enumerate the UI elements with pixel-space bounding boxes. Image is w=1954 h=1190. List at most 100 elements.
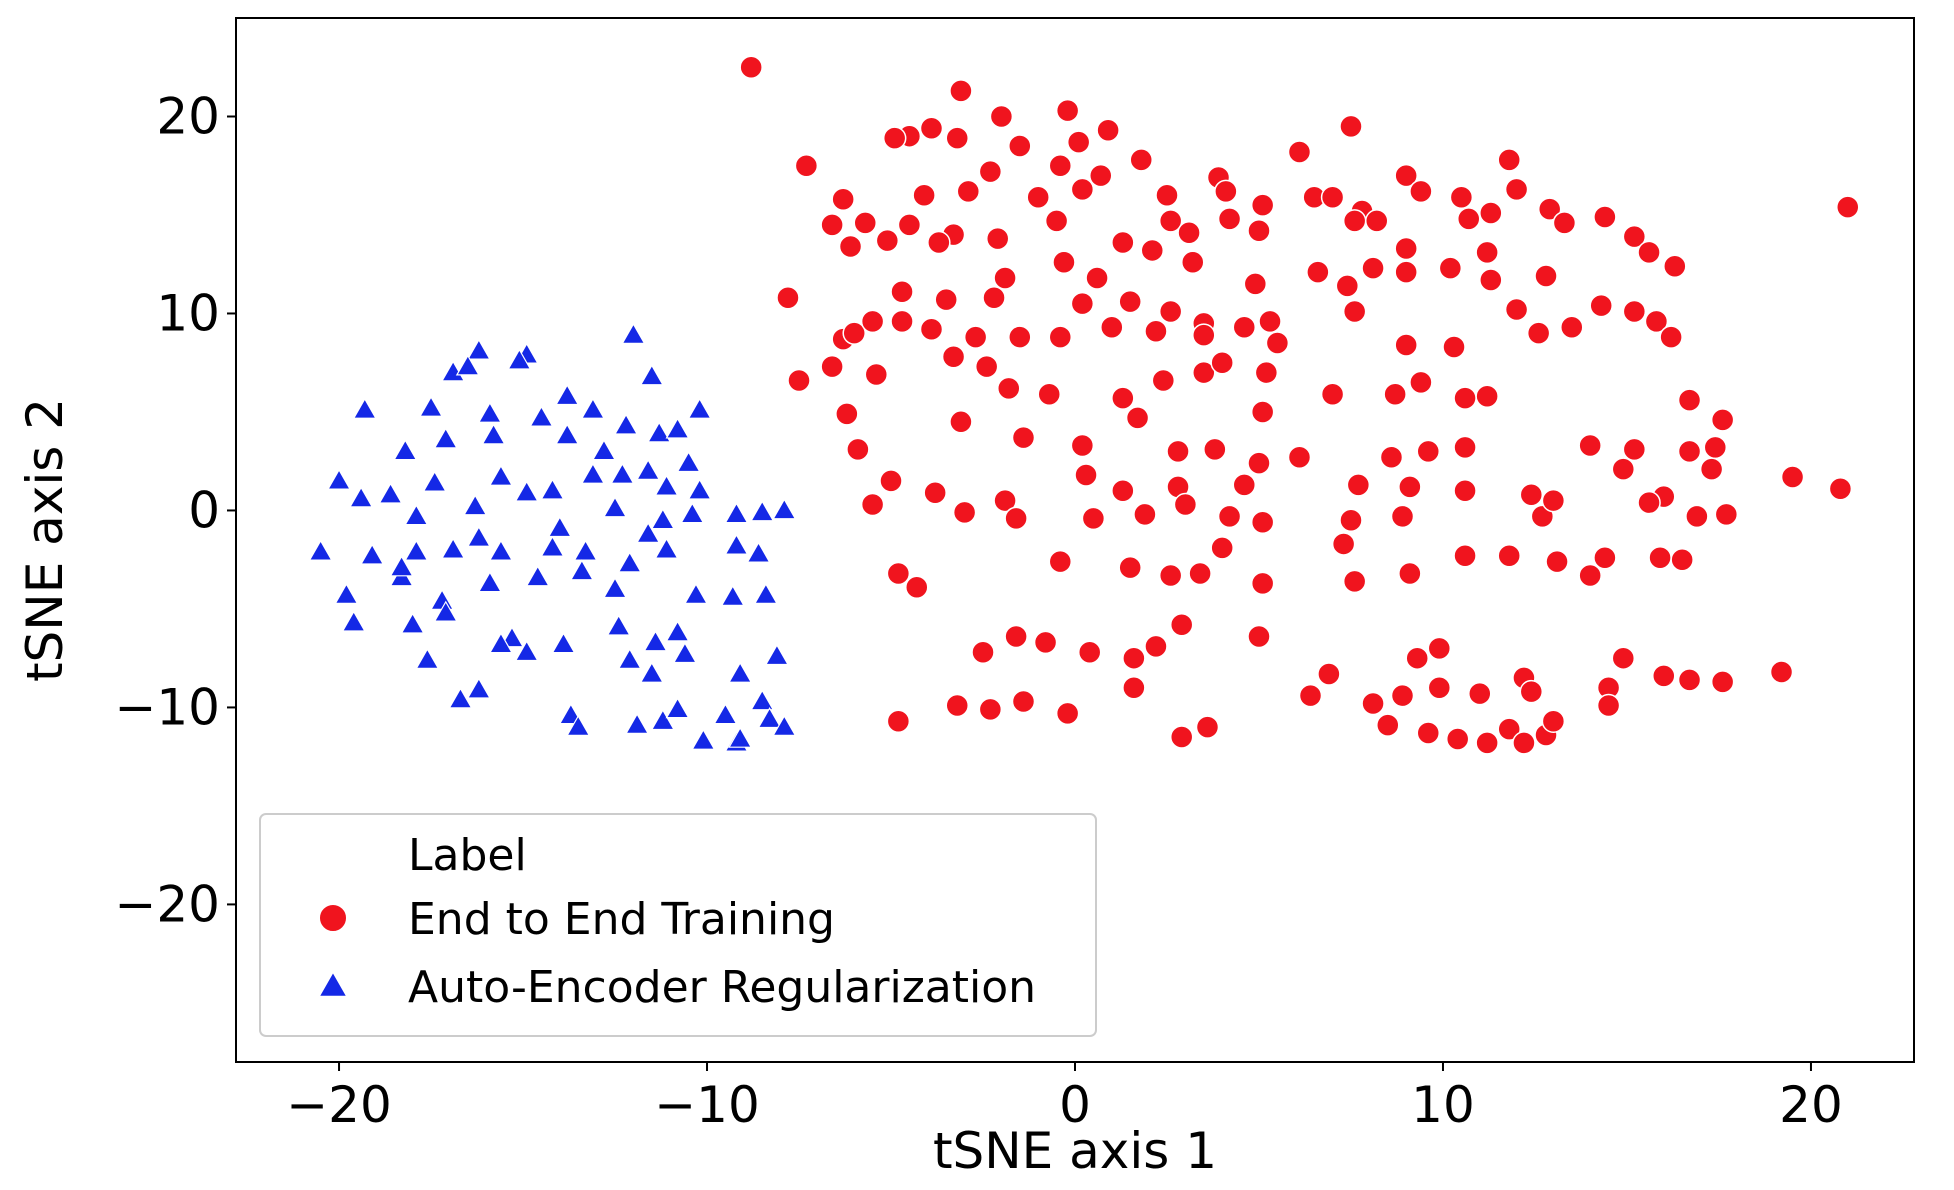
end-to-end-point	[1100, 315, 1124, 340]
end-to-end-point	[1210, 350, 1234, 375]
end-to-end-point	[1070, 291, 1095, 316]
auto-encoder-point	[404, 504, 429, 526]
auto-encoder-point	[610, 462, 635, 484]
auto-encoder-point	[691, 728, 716, 750]
auto-encoder-point	[713, 703, 738, 725]
end-to-end-point	[1335, 274, 1360, 298]
end-to-end-point	[1217, 207, 1242, 231]
end-to-end-point	[1714, 502, 1739, 527]
end-to-end-point	[1188, 561, 1212, 586]
end-to-end-point	[1512, 731, 1536, 755]
y-tick-label: 10	[156, 284, 220, 342]
end-to-end-point	[1497, 717, 1521, 741]
x-tick-label: 10	[1411, 1076, 1475, 1134]
end-to-end-point	[1158, 563, 1183, 588]
end-to-end-point	[1361, 691, 1385, 716]
end-to-end-point	[1541, 709, 1566, 733]
end-to-end-point	[1342, 209, 1367, 233]
end-to-end-point	[1534, 264, 1558, 288]
end-to-end-point	[860, 492, 885, 517]
end-to-end-point	[1836, 195, 1860, 219]
end-to-end-point	[1622, 299, 1647, 324]
end-to-end-point	[1828, 477, 1853, 501]
auto-encoder-point	[418, 395, 444, 417]
end-to-end-point	[919, 116, 944, 141]
auto-encoder-point	[617, 551, 642, 573]
end-to-end-point	[1663, 254, 1687, 278]
end-to-end-point	[1479, 268, 1503, 292]
auto-encoder-point	[676, 450, 701, 473]
end-to-end-point	[1622, 437, 1647, 462]
end-to-end-point	[1118, 289, 1142, 314]
end-to-end-point	[1331, 532, 1356, 556]
auto-encoder-point	[647, 421, 672, 443]
end-to-end-point	[1026, 185, 1050, 210]
end-to-end-point	[956, 179, 981, 204]
end-to-end-point	[1320, 185, 1345, 210]
auto-encoder-point	[580, 462, 605, 484]
end-to-end-point	[978, 159, 1003, 184]
end-to-end-point	[1475, 731, 1499, 755]
end-to-end-point	[1158, 299, 1183, 324]
end-to-end-point	[1254, 360, 1279, 385]
end-to-end-point	[1306, 260, 1330, 284]
auto-encoder-point	[724, 533, 749, 555]
end-to-end-point	[1250, 400, 1275, 424]
end-to-end-point	[1710, 408, 1735, 432]
end-to-end-point	[1151, 368, 1176, 393]
x-axis-title: tSNE axis 1	[933, 1122, 1217, 1180]
end-to-end-point	[1217, 504, 1242, 529]
end-to-end-point	[1589, 293, 1613, 318]
end-to-end-point	[1342, 299, 1367, 324]
auto-encoder-point	[764, 644, 789, 666]
end-to-end-point	[1011, 425, 1036, 450]
end-to-end-point	[886, 709, 911, 733]
end-to-end-point	[776, 285, 800, 310]
end-to-end-point	[1497, 148, 1521, 172]
end-to-end-point	[1004, 624, 1028, 649]
end-to-end-point	[1677, 668, 1702, 692]
end-to-end-point	[963, 325, 988, 349]
end-to-end-point	[945, 693, 969, 718]
end-to-end-point	[1008, 325, 1032, 349]
end-to-end-point	[952, 500, 977, 525]
end-to-end-point	[1070, 433, 1095, 458]
end-to-end-point	[1339, 114, 1363, 139]
auto-encoder-point	[683, 582, 709, 605]
end-to-end-point	[1144, 634, 1168, 659]
end-to-end-point	[1390, 504, 1415, 529]
auto-encoder-point	[334, 582, 359, 605]
auto-encoder-point	[617, 647, 642, 670]
y-tick-label: 20	[156, 87, 220, 145]
auto-encoder-point	[488, 464, 513, 486]
auto-encoder-point	[400, 612, 425, 634]
end-to-end-point	[1177, 220, 1201, 245]
end-to-end-point	[1122, 675, 1146, 700]
auto-encoder-point	[555, 383, 580, 406]
y-tick-label: 0	[188, 481, 220, 539]
end-to-end-point	[1004, 506, 1028, 531]
end-to-end-point	[1416, 721, 1441, 745]
end-to-end-point	[1129, 148, 1153, 172]
end-to-end-point	[1438, 256, 1463, 280]
auto-encoder-point	[433, 600, 458, 622]
end-to-end-point	[1089, 163, 1113, 188]
end-to-end-point	[1475, 384, 1499, 408]
end-to-end-point	[1173, 492, 1198, 517]
auto-encoder-point	[514, 640, 539, 662]
legend-box	[259, 813, 1097, 1037]
end-to-end-point	[1048, 549, 1073, 574]
end-to-end-point	[1055, 98, 1080, 123]
end-to-end-point	[1427, 636, 1452, 661]
end-to-end-point	[989, 104, 1014, 129]
x-tick-label: −10	[654, 1076, 760, 1134]
end-to-end-point	[1456, 207, 1481, 231]
end-to-end-point	[1644, 309, 1669, 334]
end-to-end-point	[1394, 333, 1418, 357]
end-to-end-point	[1250, 571, 1275, 596]
end-to-end-point	[1504, 297, 1529, 322]
auto-encoder-point	[455, 354, 480, 376]
auto-encoder-point	[750, 689, 775, 711]
end-to-end-point	[1475, 240, 1499, 265]
end-to-end-point	[1346, 473, 1371, 497]
